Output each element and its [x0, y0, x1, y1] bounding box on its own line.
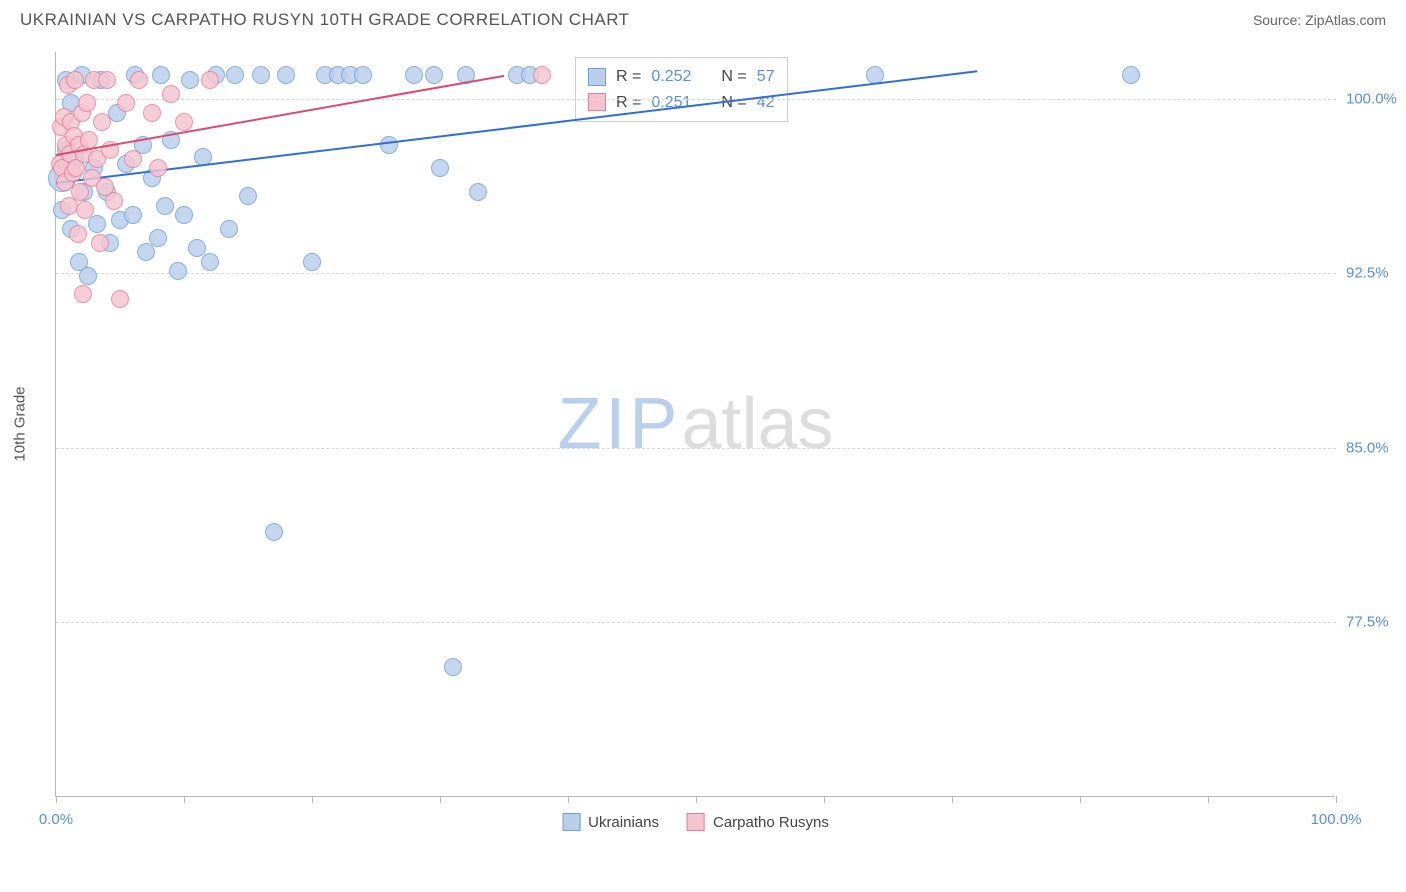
legend-swatch [562, 813, 580, 831]
gridline [56, 622, 1336, 623]
legend-label: Ukrainians [588, 814, 659, 831]
data-point [169, 262, 187, 280]
data-point [79, 267, 97, 285]
y-tick-label: 85.0% [1346, 439, 1389, 456]
data-point [303, 253, 321, 271]
x-tick [1080, 796, 1081, 803]
data-point [533, 66, 551, 84]
legend: Ukrainians Carpatho Rusyns [562, 813, 829, 831]
data-point [137, 243, 155, 261]
x-tick [184, 796, 185, 803]
source-attribution: Source: ZipAtlas.com [1253, 12, 1386, 28]
x-tick [568, 796, 569, 803]
series-swatch [588, 68, 606, 86]
y-tick-label: 92.5% [1346, 265, 1389, 282]
legend-swatch [687, 813, 705, 831]
watermark-atlas: atlas [681, 384, 833, 464]
x-tick [56, 796, 57, 803]
data-point [69, 225, 87, 243]
data-point [226, 66, 244, 84]
data-point [252, 66, 270, 84]
data-point [162, 85, 180, 103]
chart-title: UKRAINIAN VS CARPATHO RUSYN 10TH GRADE C… [20, 10, 630, 30]
data-point [111, 290, 129, 308]
data-point [66, 71, 84, 89]
data-point [156, 197, 174, 215]
data-point [469, 183, 487, 201]
data-point [277, 66, 295, 84]
data-point [98, 71, 116, 89]
gridline [56, 273, 1336, 274]
n-value: 57 [757, 64, 775, 90]
watermark-zip: ZIP [557, 384, 681, 464]
data-point [201, 253, 219, 271]
data-point [143, 104, 161, 122]
data-point [149, 159, 167, 177]
data-point [201, 71, 219, 89]
x-tick [952, 796, 953, 803]
n-label: N = [721, 64, 746, 90]
data-point [405, 66, 423, 84]
gridline [56, 99, 1336, 100]
x-tick [824, 796, 825, 803]
plot-area: ZIPatlas 10th Grade R =0.252N =57R =0.25… [55, 52, 1335, 797]
source-prefix: Source: [1253, 12, 1305, 28]
series-swatch [588, 93, 606, 111]
y-tick-label: 77.5% [1346, 614, 1389, 631]
legend-item: Carpatho Rusyns [687, 813, 829, 831]
x-tick [440, 796, 441, 803]
stats-row: R =0.251N =42 [588, 90, 775, 116]
x-tick [696, 796, 697, 803]
data-point [105, 192, 123, 210]
data-point [265, 523, 283, 541]
data-point [1122, 66, 1140, 84]
data-point [181, 71, 199, 89]
data-point [220, 220, 238, 238]
y-tick-label: 100.0% [1346, 90, 1397, 107]
stats-row: R = 0.252 N = 57 [588, 64, 775, 90]
data-point [78, 94, 96, 112]
r-value: 0.251 [651, 90, 691, 116]
n-value: 42 [757, 90, 775, 116]
watermark: ZIPatlas [557, 383, 833, 465]
r-value: 0.252 [651, 64, 691, 90]
x-tick-label: 0.0% [39, 811, 73, 828]
legend-label: Carpatho Rusyns [713, 814, 829, 831]
source-name: ZipAtlas.com [1305, 12, 1386, 28]
data-point [117, 94, 135, 112]
data-point [74, 285, 92, 303]
legend-item: Ukrainians [562, 813, 659, 831]
data-point [88, 215, 106, 233]
data-point [425, 66, 443, 84]
x-tick [312, 796, 313, 803]
data-point [239, 187, 257, 205]
data-point [444, 658, 462, 676]
y-axis-title: 10th Grade [12, 386, 29, 461]
data-point [93, 113, 111, 131]
gridline [56, 448, 1336, 449]
data-point [152, 66, 170, 84]
data-point [76, 201, 94, 219]
data-point [175, 206, 193, 224]
x-tick [1208, 796, 1209, 803]
data-point [91, 234, 109, 252]
x-tick [1336, 796, 1337, 803]
data-point [380, 136, 398, 154]
data-point [149, 229, 167, 247]
data-point [124, 206, 142, 224]
data-point [431, 159, 449, 177]
correlation-stats-box: R = 0.252 N = 57R =0.251N =42 [575, 57, 788, 122]
chart-container: ZIPatlas 10th Grade R =0.252N =57R =0.25… [55, 52, 1375, 812]
data-point [124, 150, 142, 168]
r-label: R = [616, 64, 641, 90]
data-point [354, 66, 372, 84]
data-point [130, 71, 148, 89]
data-point [175, 113, 193, 131]
x-tick-label: 100.0% [1311, 811, 1362, 828]
